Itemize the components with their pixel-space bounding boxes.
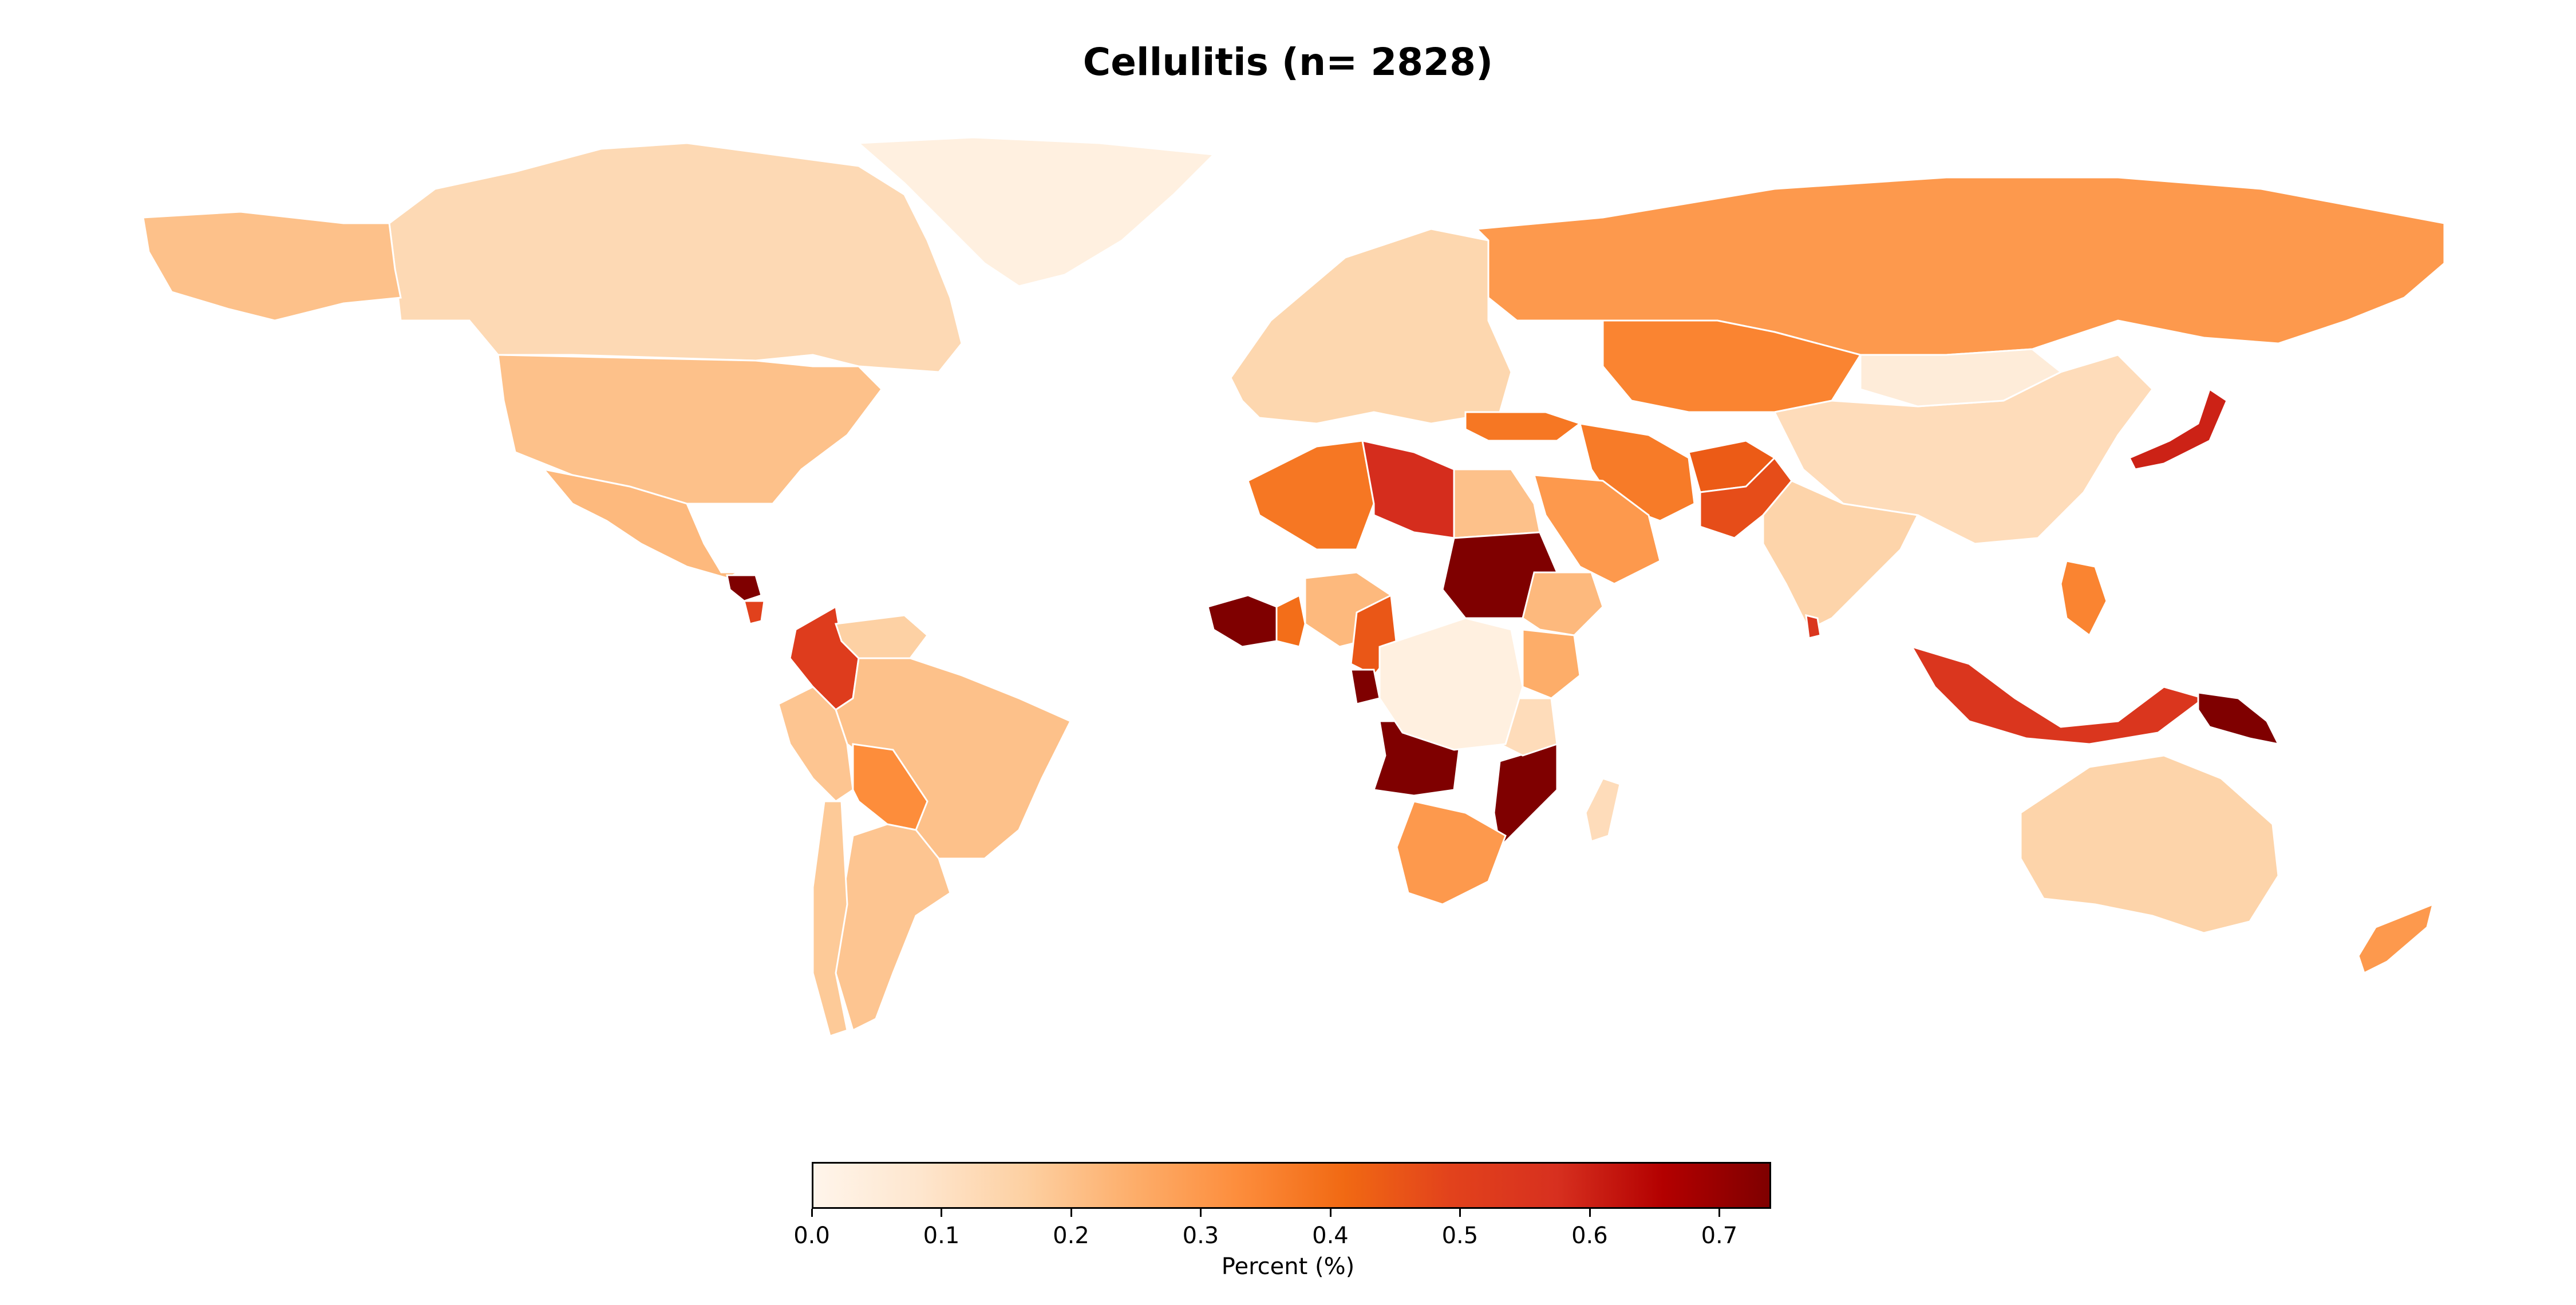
region-canada: [388, 142, 963, 373]
region-sri-lanka: [1805, 614, 1822, 639]
colorbar-tick: [1589, 1209, 1591, 1217]
region-ethiopia: [1522, 571, 1604, 636]
colorbar-label: Percent (%): [1221, 1253, 1355, 1280]
colorbar-tick: [941, 1209, 943, 1217]
colorbar-ticks: 0.0 0.1 0.2 0.3 0.4 0.5 0.6 0.7: [793, 1209, 1771, 1255]
region-egypt: [1453, 468, 1541, 539]
region-saudi-arabia: [1532, 474, 1661, 585]
region-iran: [1578, 422, 1696, 522]
colorbar-tick-label: 0.6: [1571, 1223, 1608, 1249]
region-turkey: [1464, 411, 1582, 442]
region-mozambique: [1493, 742, 1558, 849]
region-honduras: [726, 574, 762, 602]
colorbar: [812, 1162, 1771, 1209]
colorbar-tick: [1070, 1209, 1072, 1217]
map-title: Cellulitis (n= 2828): [1082, 40, 1494, 84]
region-cote-d-ivoire: [1207, 594, 1278, 648]
colorbar-tick: [1200, 1209, 1202, 1217]
region-alaska-usa-: [142, 211, 402, 322]
region-gabon: [1350, 669, 1381, 705]
colorbar-tick-label: 0.1: [923, 1223, 960, 1249]
region-indonesia: [1910, 645, 2206, 745]
region-argentina: [835, 823, 951, 1032]
region-south-africa: [1396, 800, 1507, 905]
colorbar-tick-label: 0.5: [1441, 1223, 1479, 1249]
colorbar-tick: [1459, 1209, 1461, 1217]
colorbar-tick-label: 0.3: [1182, 1223, 1219, 1249]
region-peru: [777, 686, 854, 802]
region-japan: [2128, 387, 2228, 470]
colorbar-tick: [1718, 1209, 1721, 1217]
region-europe: [1230, 228, 1512, 425]
region-dr-congo: [1378, 617, 1524, 751]
region-layer: [142, 136, 2445, 1037]
region-new-zealand: [2357, 903, 2435, 975]
region-algeria: [1247, 440, 1375, 551]
region-ghana: [1275, 594, 1306, 648]
region-australia: [2020, 754, 2279, 934]
colorbar-tick: [1329, 1209, 1332, 1217]
colorbar-tick-label: 0.0: [793, 1223, 830, 1249]
region-greenland: [856, 136, 1216, 287]
region-nicaragua: [743, 600, 765, 625]
region-papua-new-guinea: [2197, 691, 2280, 746]
colorbar-tick-label: 0.2: [1053, 1223, 1089, 1249]
colorbar-tick-label: 0.7: [1701, 1223, 1738, 1249]
colorbar-tick: [811, 1209, 813, 1217]
region-libya: [1361, 440, 1455, 539]
region-chile: [812, 800, 848, 1037]
region-kenya: [1522, 628, 1581, 699]
region-india: [1762, 480, 1919, 631]
colorbar-tick-label: 0.4: [1312, 1223, 1349, 1249]
region-philippines: [2060, 560, 2108, 637]
region-mongolia: [1859, 348, 2063, 408]
region-united-states: [497, 354, 883, 505]
region-madagascar: [1585, 777, 1621, 843]
region-russia: [1475, 176, 2445, 356]
